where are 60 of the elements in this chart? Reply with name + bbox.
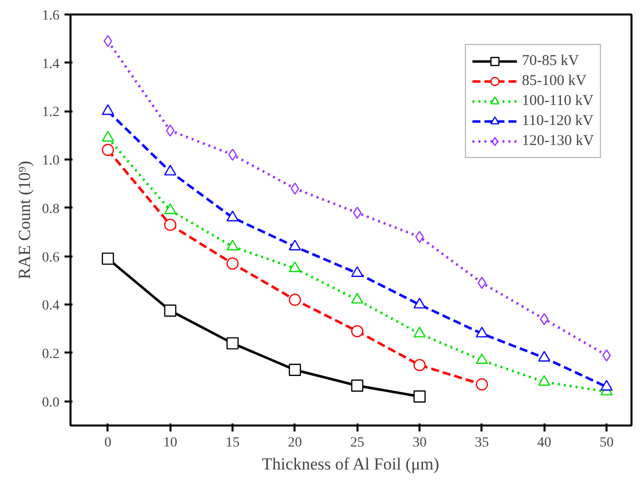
point <box>288 261 301 272</box>
legend-label: 120-130 kV <box>522 132 594 150</box>
legend-label: 110-120 kV <box>522 112 594 130</box>
point <box>226 210 239 222</box>
point <box>351 380 364 392</box>
point <box>102 104 114 115</box>
point <box>351 325 364 338</box>
y-tick-label: 1.2 <box>42 105 60 120</box>
y-tick-label: 1.4 <box>42 56 60 72</box>
y-tick-label: 1.0 <box>42 154 60 169</box>
point <box>288 240 301 250</box>
point <box>351 266 364 277</box>
point <box>226 337 239 350</box>
point <box>476 326 488 338</box>
x-tick-label: 35 <box>474 436 489 450</box>
point <box>226 257 239 270</box>
point <box>288 364 301 376</box>
x-tick-label: 50 <box>600 436 614 450</box>
point <box>538 350 550 362</box>
point <box>228 148 237 161</box>
x-axis-title: Thickness of Al Foil (μm) <box>262 454 440 474</box>
point <box>288 294 301 306</box>
legend-label: 100-110 kV <box>522 92 594 110</box>
point <box>102 144 114 156</box>
x-tick-label: 30 <box>412 436 427 450</box>
point <box>476 378 488 390</box>
point <box>602 349 611 362</box>
point <box>600 380 613 391</box>
point <box>538 375 550 386</box>
point <box>226 240 239 250</box>
x-tick-label: 10 <box>163 436 178 450</box>
x-tick-label: 25 <box>350 436 364 450</box>
x-tick-label: 0 <box>104 436 112 450</box>
y-axis-title: RAE Count (10⁹) <box>15 160 34 280</box>
point <box>102 130 114 142</box>
point <box>413 390 426 403</box>
y-tick-label: 0.0 <box>42 395 60 410</box>
y-tick-label: 0.4 <box>42 298 60 314</box>
legend-label: 85-100 kV <box>522 72 586 90</box>
point <box>102 252 114 265</box>
legend-label: 70-85 kV <box>522 52 579 70</box>
point <box>164 304 176 317</box>
x-tick-label: 20 <box>288 436 302 450</box>
y-tick-label: 1.6 <box>42 8 60 24</box>
point <box>164 218 176 231</box>
point <box>352 206 362 219</box>
point <box>478 276 486 289</box>
point <box>413 298 426 308</box>
point <box>164 203 176 214</box>
x-tick-label: 15 <box>226 436 240 450</box>
x-tick-label: 40 <box>537 436 552 450</box>
point <box>413 358 426 372</box>
point <box>164 164 176 176</box>
point <box>413 326 426 338</box>
y-tick-label: 0.6 <box>42 250 60 266</box>
point <box>540 313 548 326</box>
y-tick-label: 0.8 <box>42 202 60 217</box>
y-tick-label: 0.2 <box>42 346 60 362</box>
point <box>476 353 488 364</box>
point <box>351 292 364 304</box>
